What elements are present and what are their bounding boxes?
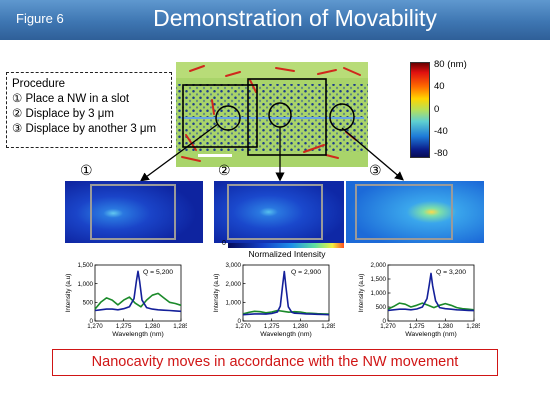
colorbar-tick: -80	[434, 148, 448, 159]
spectrum-line	[387, 272, 475, 312]
colorbar-tick: 0	[434, 104, 440, 115]
x-tick-label: 1,280	[438, 323, 454, 330]
pl-intensity-map	[65, 181, 203, 243]
panel-marker: ①	[80, 162, 93, 178]
spectrum-line	[94, 292, 182, 310]
afm-image	[176, 62, 368, 167]
colorbar-tick: 80 (nm)	[434, 59, 467, 70]
x-tick-label: 1,285	[173, 323, 187, 330]
spectrum-chart-1: 0 500 1,000 1,500 1,270 1,275 1,280 1,285 Q = 5,…	[65, 262, 187, 338]
spectrum-line	[94, 270, 182, 313]
step-marker: ②	[12, 108, 23, 120]
y-tick-label: 0	[383, 318, 387, 325]
plot-frame	[94, 264, 182, 322]
x-tick-label: 1,275	[409, 323, 425, 330]
x-tick-label: 1,270	[87, 323, 103, 330]
pl-colorbar-zero: 0	[222, 240, 226, 247]
x-tick-label: 1,285	[466, 323, 480, 330]
y-tick-label: 1,500	[371, 276, 387, 283]
q-factor-label: Q = 5,200	[143, 269, 173, 276]
panel-marker: ③	[369, 162, 382, 178]
y-tick-label: 0	[90, 318, 94, 325]
afm-height-colorbar	[410, 62, 430, 158]
step-marker: ③	[12, 123, 23, 135]
y-tick-label: 2,000	[226, 281, 242, 288]
y-tick-label: 1,000	[78, 281, 94, 288]
y-tick-label: 1,000	[371, 290, 387, 297]
spectrum-chart-3: 0 500 1,000 1,500 2,000 1,270 1,275 1,280 1,285 Q…	[358, 262, 480, 338]
pl-intensity-map	[214, 181, 344, 243]
q-factor-label: Q = 2,900	[291, 269, 321, 276]
y-tick-label: 1,000	[226, 300, 242, 307]
x-tick-label: 1,275	[264, 323, 280, 330]
x-tick-label: 1,285	[321, 323, 335, 330]
y-tick-label: 1,500	[78, 262, 94, 269]
procedure-heading: Procedure	[12, 78, 66, 90]
x-axis-label: Wavelength (nm)	[405, 331, 457, 338]
y-tick-label: 500	[376, 304, 387, 311]
spectrum-line	[387, 302, 475, 311]
y-tick-label: 3,000	[226, 262, 242, 269]
step-text: Place a NW in a slot	[22, 93, 130, 105]
panel-marker: ②	[218, 162, 231, 178]
y-axis-label: Intensity (a.u)	[358, 274, 365, 313]
y-tick-label: 0	[238, 318, 242, 325]
x-tick-label: 1,270	[380, 323, 396, 330]
slide-title: Demonstration of Movability	[153, 5, 437, 31]
x-tick-label: 1,280	[293, 323, 309, 330]
step-text: Displace by 3 μm	[22, 108, 114, 120]
spectrum-line	[242, 270, 330, 316]
conclusion-banner: Nanocavity moves in accordance with the …	[52, 349, 498, 376]
y-axis-label: Intensity (a.u)	[65, 274, 72, 313]
colorbar-tick: -40	[434, 126, 448, 137]
x-axis-label: Wavelength (nm)	[112, 331, 164, 338]
q-factor-label: Q = 3,200	[436, 269, 466, 276]
procedure-step: ① Place a NW in a slot	[12, 92, 166, 107]
pl-intensity-colorbar	[228, 243, 344, 248]
procedure-step: ③ Displace by another 3 μm	[12, 122, 166, 137]
colorbar-tick: 40	[434, 81, 445, 92]
pl-colorbar-label: Normalized Intensity	[248, 249, 326, 259]
pl-intensity-map	[346, 181, 484, 243]
spectrum-chart-2: 0 1,000 2,000 3,000 1,270 1,275 1,280 1,285 Q = …	[213, 262, 335, 338]
y-axis-label: Intensity (a.u)	[213, 274, 220, 313]
figure-label: Figure 6	[16, 11, 64, 26]
x-axis-label: Wavelength (nm)	[260, 331, 312, 338]
title-bar: Figure 6 Demonstration of Movability	[0, 0, 550, 40]
x-tick-label: 1,280	[145, 323, 161, 330]
step-text: Displace by another 3 μm	[22, 123, 157, 135]
procedure-box: Procedure ① Place a NW in a slot ② Displ…	[6, 72, 172, 148]
x-tick-label: 1,275	[116, 323, 132, 330]
procedure-step: ② Displace by 3 μm	[12, 107, 166, 122]
y-tick-label: 2,000	[371, 262, 387, 269]
y-tick-label: 500	[83, 300, 94, 307]
x-tick-label: 1,270	[235, 323, 251, 330]
step-marker: ①	[12, 93, 23, 105]
